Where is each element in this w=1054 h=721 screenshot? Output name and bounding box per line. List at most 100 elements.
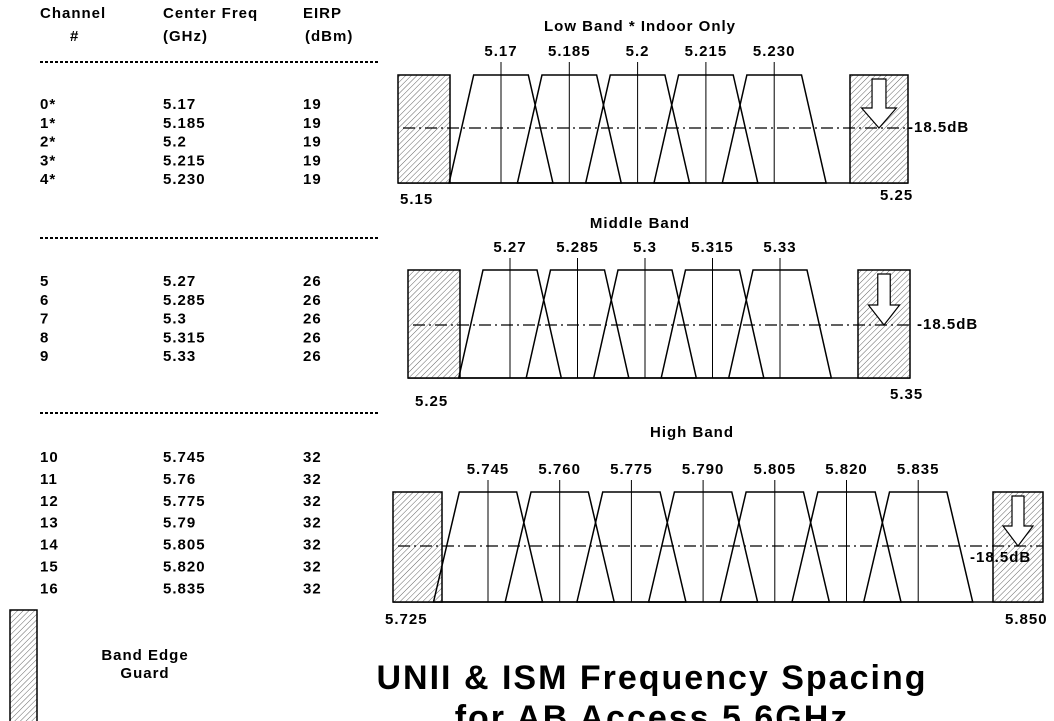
table-cell: 6	[40, 292, 49, 309]
table-cell: 0*	[40, 96, 56, 113]
table-cell: 5	[40, 273, 49, 290]
table-cell: 5.285	[163, 292, 206, 309]
table-cell: 2*	[40, 134, 56, 151]
table-cell: 8	[40, 329, 49, 346]
band-edge-guard	[857, 269, 911, 379]
table-cell: 5.805	[163, 537, 206, 554]
level-arrow	[867, 273, 901, 326]
table-cell: 19	[303, 134, 322, 151]
table-cell: 5.820	[163, 558, 206, 575]
legend-swatch	[9, 609, 38, 721]
table-cell: 15	[40, 558, 59, 575]
table-cell: 5.27	[163, 273, 196, 290]
level-arrow	[1001, 495, 1035, 547]
channel-label: 5.315	[691, 239, 734, 256]
band-edge-guard	[397, 74, 451, 184]
table-cell: 5.835	[163, 580, 206, 597]
low-edge-label: 5.725	[385, 611, 428, 628]
table-cell: 32	[303, 493, 322, 510]
band-title: Low Band * Indoor Only	[544, 18, 736, 35]
table-cell: 12	[40, 493, 59, 510]
column-header: Center Freq	[163, 5, 258, 22]
table-cell: 5.745	[163, 449, 206, 466]
channel-label: 5.2	[626, 43, 650, 60]
level-arrow	[860, 78, 898, 129]
table-cell: 32	[303, 515, 322, 532]
table-cell: 11	[40, 471, 58, 488]
column-header: (dBm)	[305, 28, 353, 45]
channel-label: 5.33	[763, 239, 796, 256]
table-cell: 3*	[40, 152, 56, 169]
channel-mask	[721, 74, 828, 184]
table-cell: 16	[40, 580, 59, 597]
table-cell: 5.775	[163, 493, 206, 510]
table-cell: 5.215	[163, 152, 206, 169]
band-edge-guard	[392, 491, 443, 603]
table-cell: 5.17	[163, 96, 196, 113]
table-cell: 26	[303, 273, 322, 290]
channel-label: 5.230	[753, 43, 796, 60]
high-edge-label: 5.850	[1005, 611, 1048, 628]
table-cell: 26	[303, 329, 322, 346]
table-cell: 19	[303, 115, 322, 132]
channel-label: 5.17	[484, 43, 517, 60]
channel-mask	[862, 491, 974, 603]
table-cell: 1*	[40, 115, 56, 132]
table-cell: 32	[303, 580, 322, 597]
table-cell: 7	[40, 311, 49, 328]
table-cell: 32	[303, 537, 322, 554]
table-cell: 5.185	[163, 115, 206, 132]
low-edge-label: 5.15	[400, 191, 433, 208]
high-edge-label: 5.25	[880, 187, 913, 204]
channel-label: 5.835	[897, 461, 940, 478]
channel-mask	[727, 269, 833, 379]
table-cell: 26	[303, 292, 322, 309]
table-cell: 19	[303, 171, 322, 188]
band-title: Middle Band	[590, 215, 690, 232]
table-cell: 32	[303, 558, 322, 575]
table-cell: 19	[303, 152, 322, 169]
page-title: UNII & ISM Frequency Spacing	[377, 659, 928, 697]
channel-label: 5.185	[548, 43, 591, 60]
table-cell: 10	[40, 449, 59, 466]
table-cell: 19	[303, 96, 322, 113]
table-cell: 26	[303, 311, 322, 328]
table-cell: 32	[303, 449, 322, 466]
channel-label: 5.3	[633, 239, 657, 256]
column-header: Channel	[40, 5, 106, 22]
table-cell: 14	[40, 537, 59, 554]
channel-label: 5.745	[467, 461, 510, 478]
table-cell: 9	[40, 348, 49, 365]
channel-label: 5.27	[493, 239, 526, 256]
level-label: -18.5dB	[917, 316, 978, 333]
high-edge-label: 5.35	[890, 386, 923, 403]
level-label: -18.5dB	[908, 119, 969, 136]
channel-label: 5.285	[556, 239, 599, 256]
level-label: -18.5dB	[970, 549, 1031, 566]
table-cell: 13	[40, 515, 59, 532]
column-header: #	[70, 28, 79, 45]
low-edge-label: 5.25	[415, 393, 448, 410]
table-cell: 5.79	[163, 515, 196, 532]
column-header: (GHz)	[163, 28, 208, 45]
table-cell: 5.315	[163, 329, 206, 346]
table-cell: 5.3	[163, 311, 187, 328]
channel-label: 5.820	[825, 461, 868, 478]
channel-label: 5.215	[685, 43, 728, 60]
legend-label: Guard	[120, 665, 169, 682]
channel-label: 5.790	[682, 461, 725, 478]
page-title: for AB Access 5.6GHz	[455, 699, 850, 721]
table-cell: 4*	[40, 171, 56, 188]
band-title: High Band	[650, 424, 734, 441]
table-cell: 5.230	[163, 171, 206, 188]
channel-label: 5.760	[538, 461, 581, 478]
table-cell: 5.33	[163, 348, 196, 365]
table-cell: 5.76	[163, 471, 196, 488]
table-cell: 32	[303, 471, 322, 488]
table-cell: 26	[303, 348, 322, 365]
channel-label: 5.775	[610, 461, 653, 478]
table-cell: 5.2	[163, 134, 187, 151]
band-edge-guard	[407, 269, 461, 379]
channel-label: 5.805	[754, 461, 797, 478]
